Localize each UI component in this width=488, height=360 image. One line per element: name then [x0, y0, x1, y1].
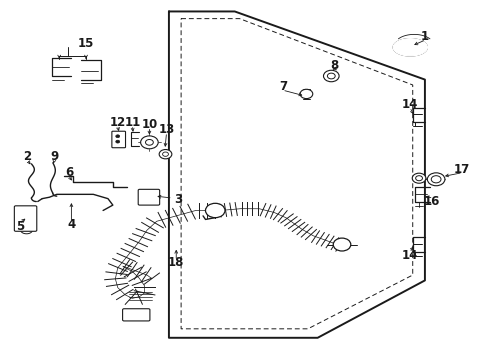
Circle shape	[141, 136, 158, 149]
Circle shape	[145, 139, 153, 145]
Circle shape	[323, 70, 338, 82]
Text: 8: 8	[330, 59, 338, 72]
Circle shape	[300, 89, 312, 99]
Circle shape	[327, 73, 334, 79]
FancyBboxPatch shape	[122, 309, 150, 321]
Text: 11: 11	[124, 116, 140, 129]
Text: 14: 14	[401, 98, 418, 111]
FancyBboxPatch shape	[112, 131, 125, 148]
Text: 13: 13	[158, 123, 174, 136]
Text: 6: 6	[65, 166, 73, 179]
Circle shape	[332, 238, 350, 251]
Text: 12: 12	[109, 116, 125, 129]
Text: 15: 15	[78, 37, 94, 50]
Polygon shape	[392, 39, 427, 56]
Text: 5: 5	[16, 220, 24, 233]
FancyBboxPatch shape	[14, 206, 37, 231]
Text: 7: 7	[279, 80, 287, 93]
Circle shape	[430, 176, 440, 183]
Circle shape	[116, 140, 120, 143]
Circle shape	[411, 173, 425, 183]
Text: 16: 16	[423, 195, 440, 208]
Text: 4: 4	[67, 218, 75, 231]
Circle shape	[159, 149, 171, 159]
Text: 1: 1	[420, 30, 428, 43]
Text: 3: 3	[174, 193, 183, 206]
Circle shape	[162, 152, 168, 156]
Text: 10: 10	[141, 118, 157, 131]
Text: 14: 14	[401, 249, 418, 262]
Circle shape	[427, 173, 444, 186]
Text: 9: 9	[50, 150, 59, 163]
Circle shape	[116, 135, 120, 138]
Circle shape	[205, 203, 224, 218]
Circle shape	[415, 176, 422, 181]
Text: 2: 2	[23, 150, 32, 163]
Text: 17: 17	[452, 163, 468, 176]
FancyBboxPatch shape	[138, 189, 159, 205]
Text: 18: 18	[168, 256, 184, 269]
